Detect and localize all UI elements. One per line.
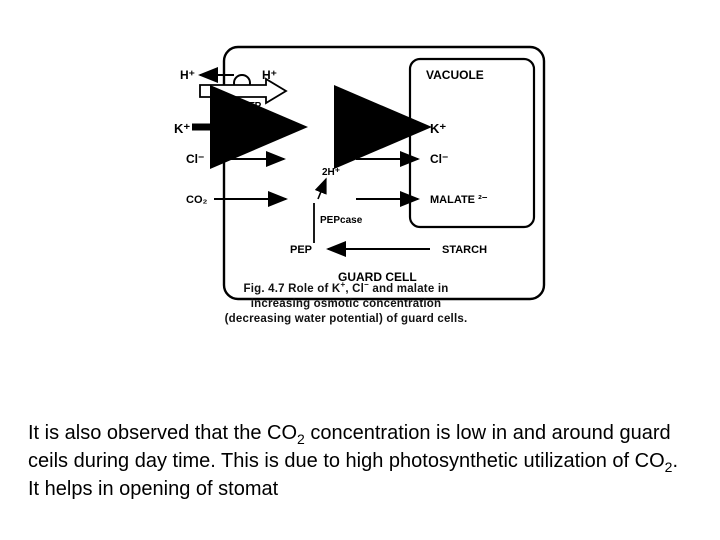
body-t1: It is also observed that the CO [28, 422, 297, 444]
label-k-ext: K⁺ [174, 121, 190, 136]
caption-line2: increasing osmotic concentration [251, 298, 441, 310]
label-pep: PEP [290, 244, 312, 256]
body-sub1: 2 [297, 431, 305, 447]
label-co2: CO₂ [186, 194, 208, 206]
label-atp: ATP [242, 101, 262, 112]
caption-line3: (decreasing water potential) of guard ce… [225, 313, 468, 325]
label-starch: STARCH [442, 244, 487, 256]
arrow-h-in-hollow [200, 79, 286, 103]
caption-line1b: , Cl [345, 283, 364, 295]
caption-line1a: Fig. 4.7 Role of K [244, 283, 341, 295]
caption-line1c: and malate in [369, 283, 449, 295]
body-paragraph: It is also observed that the CO2 concent… [28, 420, 688, 502]
label-2h: 2H⁺ [322, 167, 340, 178]
label-h-out: H⁺ [180, 68, 195, 82]
label-cl-vac: Cl⁻ [430, 152, 448, 166]
label-h-in: H⁺ [262, 68, 277, 82]
label-pepcase: PEPcase [320, 215, 363, 226]
figure-caption: Fig. 4.7 Role of K+, Cl− and malate in i… [188, 280, 504, 327]
label-malate: MALATE ²⁻ [430, 194, 488, 206]
arrow-2h [318, 179, 326, 199]
label-cl-ext: Cl⁻ [186, 152, 204, 166]
vacuole-label: VACUOLE [426, 68, 484, 82]
label-k-vac: K⁺ [430, 121, 446, 136]
